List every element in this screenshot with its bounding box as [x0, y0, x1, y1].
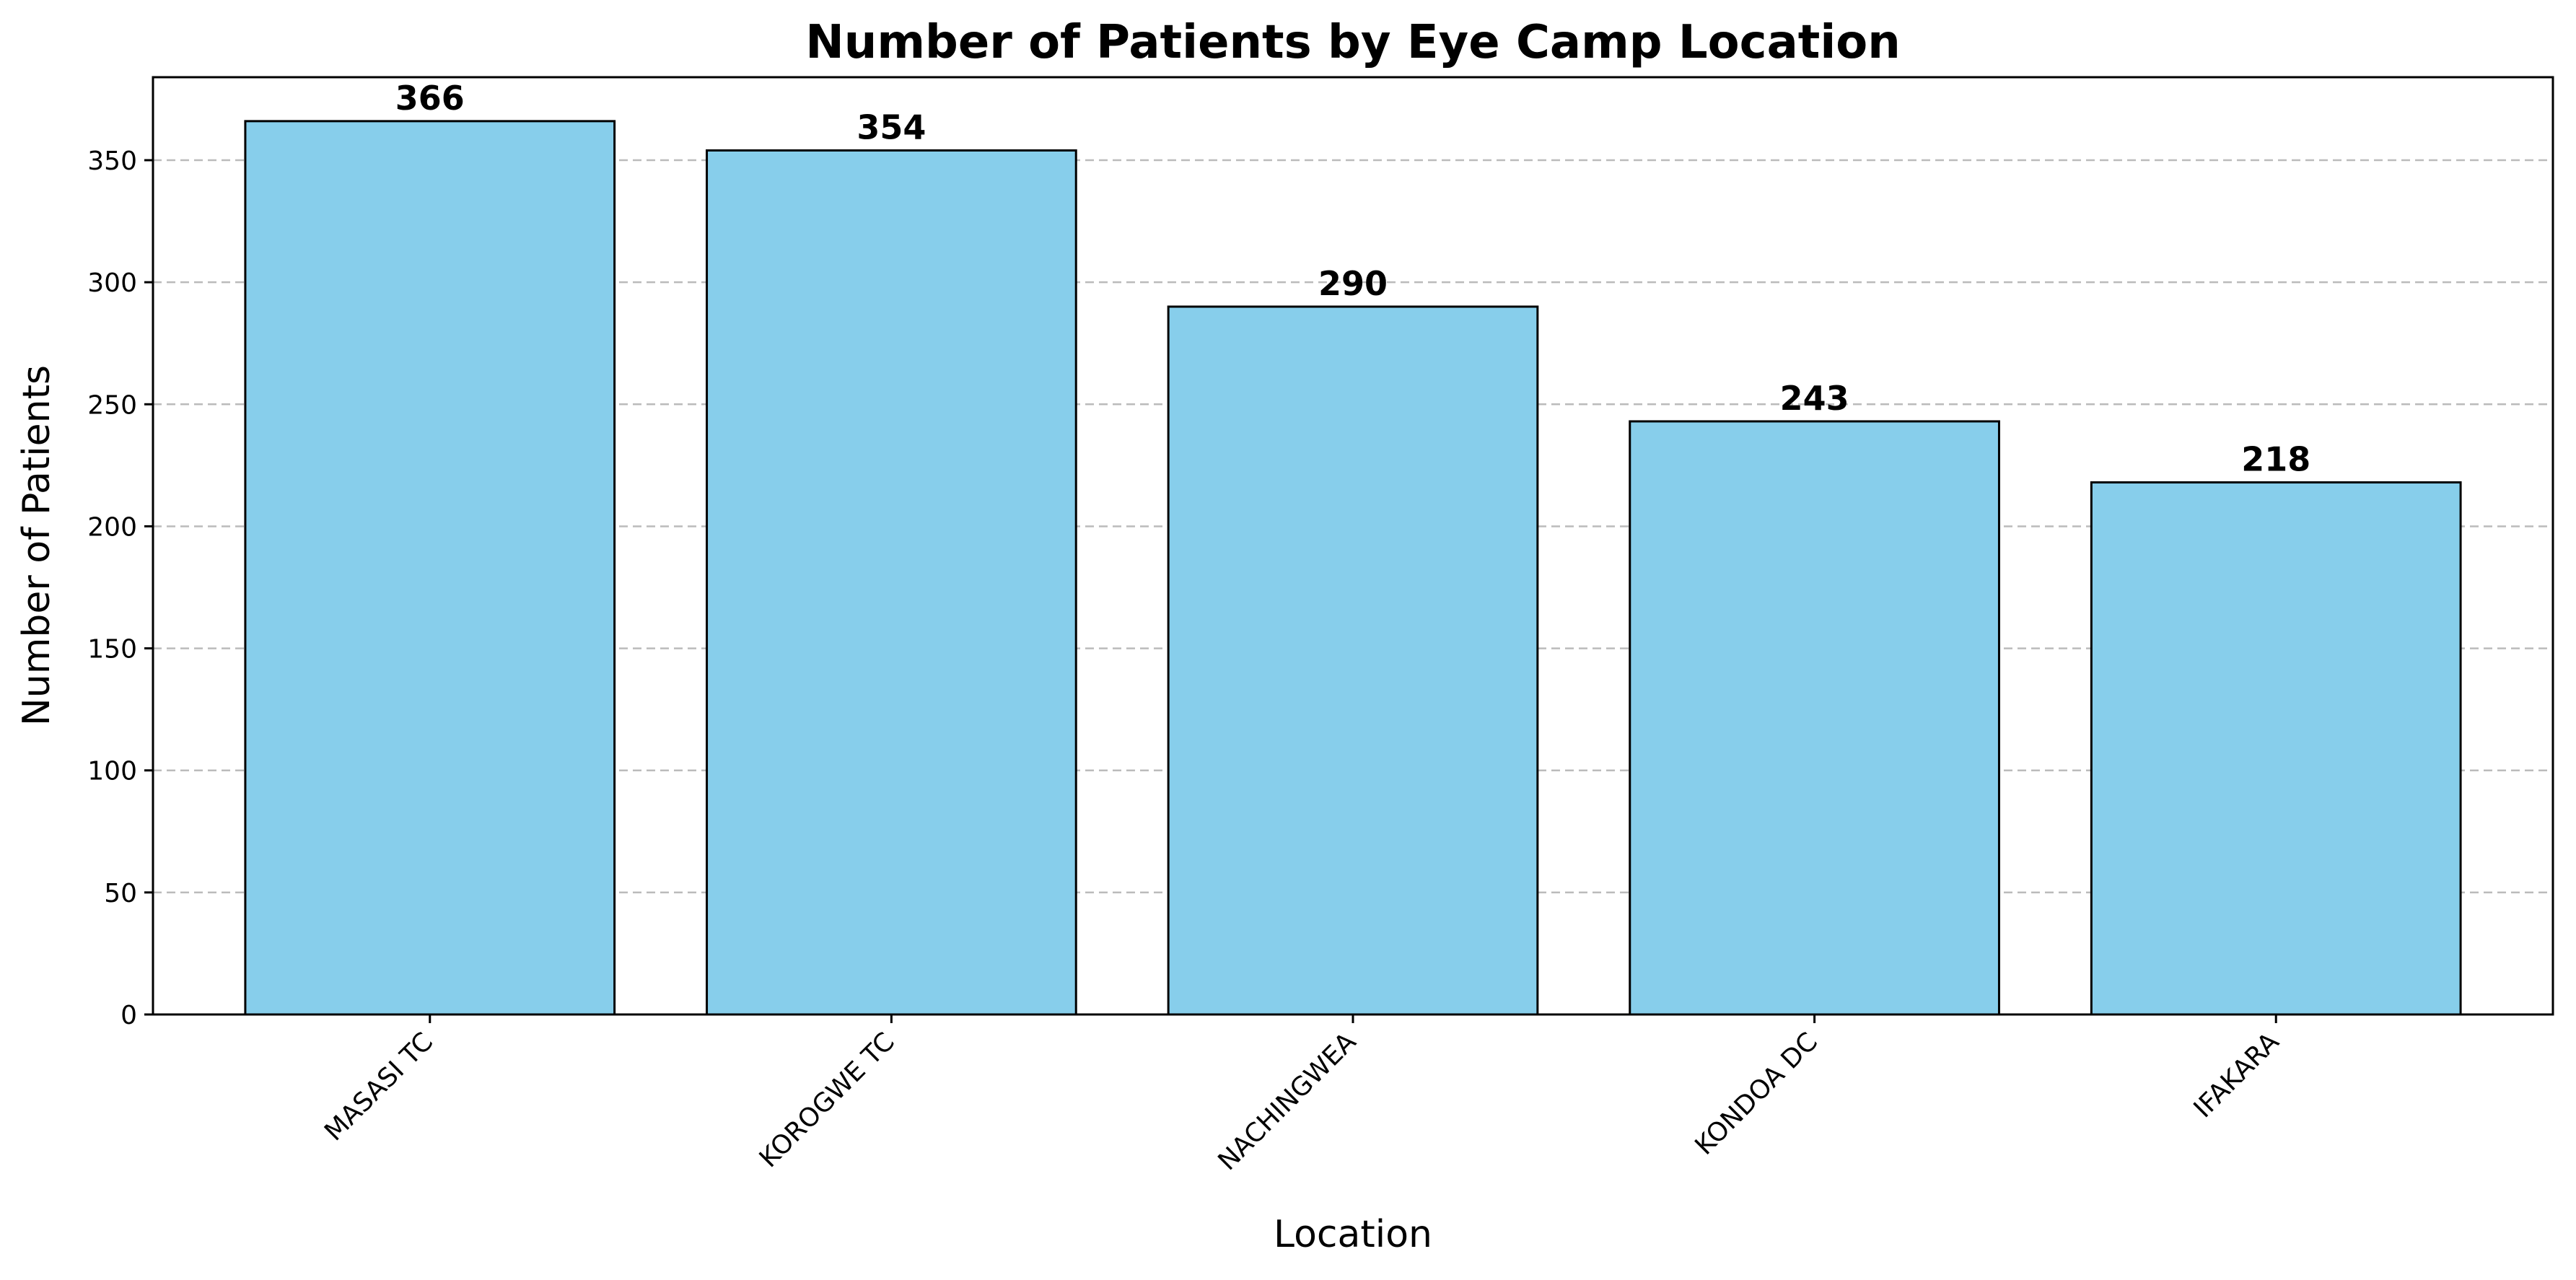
- chart-title: Number of Patients by Eye Camp Location: [805, 16, 1901, 69]
- x-tick-label: MASASI TC: [319, 1027, 439, 1147]
- x-axis-ticks: MASASI TC KOROGWE TC NACHINGWEA KONDOA DC IF…: [319, 1014, 2285, 1176]
- y-tick-label: 150: [87, 635, 137, 665]
- x-tick-label: KONDOA DC: [1690, 1027, 1823, 1160]
- bar: [706, 149, 1077, 1016]
- bar-value-labels: 366 354 290 243 218: [395, 79, 2310, 479]
- bars: [244, 120, 2462, 1016]
- bar-value-label: 243: [1780, 379, 1849, 418]
- bar-value-label: 290: [1318, 264, 1388, 303]
- y-tick-label: 50: [104, 879, 137, 908]
- y-axis-label: Number of Patients: [15, 365, 58, 726]
- bar: [2090, 481, 2462, 1016]
- bar: [1167, 305, 1539, 1016]
- bar: [1629, 420, 2000, 1016]
- y-tick-label: 350: [87, 146, 137, 176]
- x-tick-label: NACHINGWEA: [1213, 1027, 1362, 1176]
- y-tick-label: 250: [87, 390, 137, 420]
- bar-value-label: 366: [395, 79, 465, 118]
- y-tick-label: 0: [121, 1001, 137, 1030]
- y-tick-label: 200: [87, 512, 137, 542]
- x-axis-label: Location: [1274, 1213, 1432, 1256]
- y-tick-label: 100: [87, 757, 137, 786]
- bar-value-label: 218: [2241, 440, 2310, 479]
- x-tick-label: IFAKARA: [2189, 1027, 2285, 1123]
- bar-value-label: 354: [857, 108, 926, 146]
- bar: [244, 120, 616, 1016]
- y-tick-label: 300: [87, 268, 137, 298]
- y-axis-ticks: 0 50 100 150 200 250 300 350: [87, 146, 153, 1030]
- x-tick-label: KOROGWE TC: [754, 1027, 901, 1173]
